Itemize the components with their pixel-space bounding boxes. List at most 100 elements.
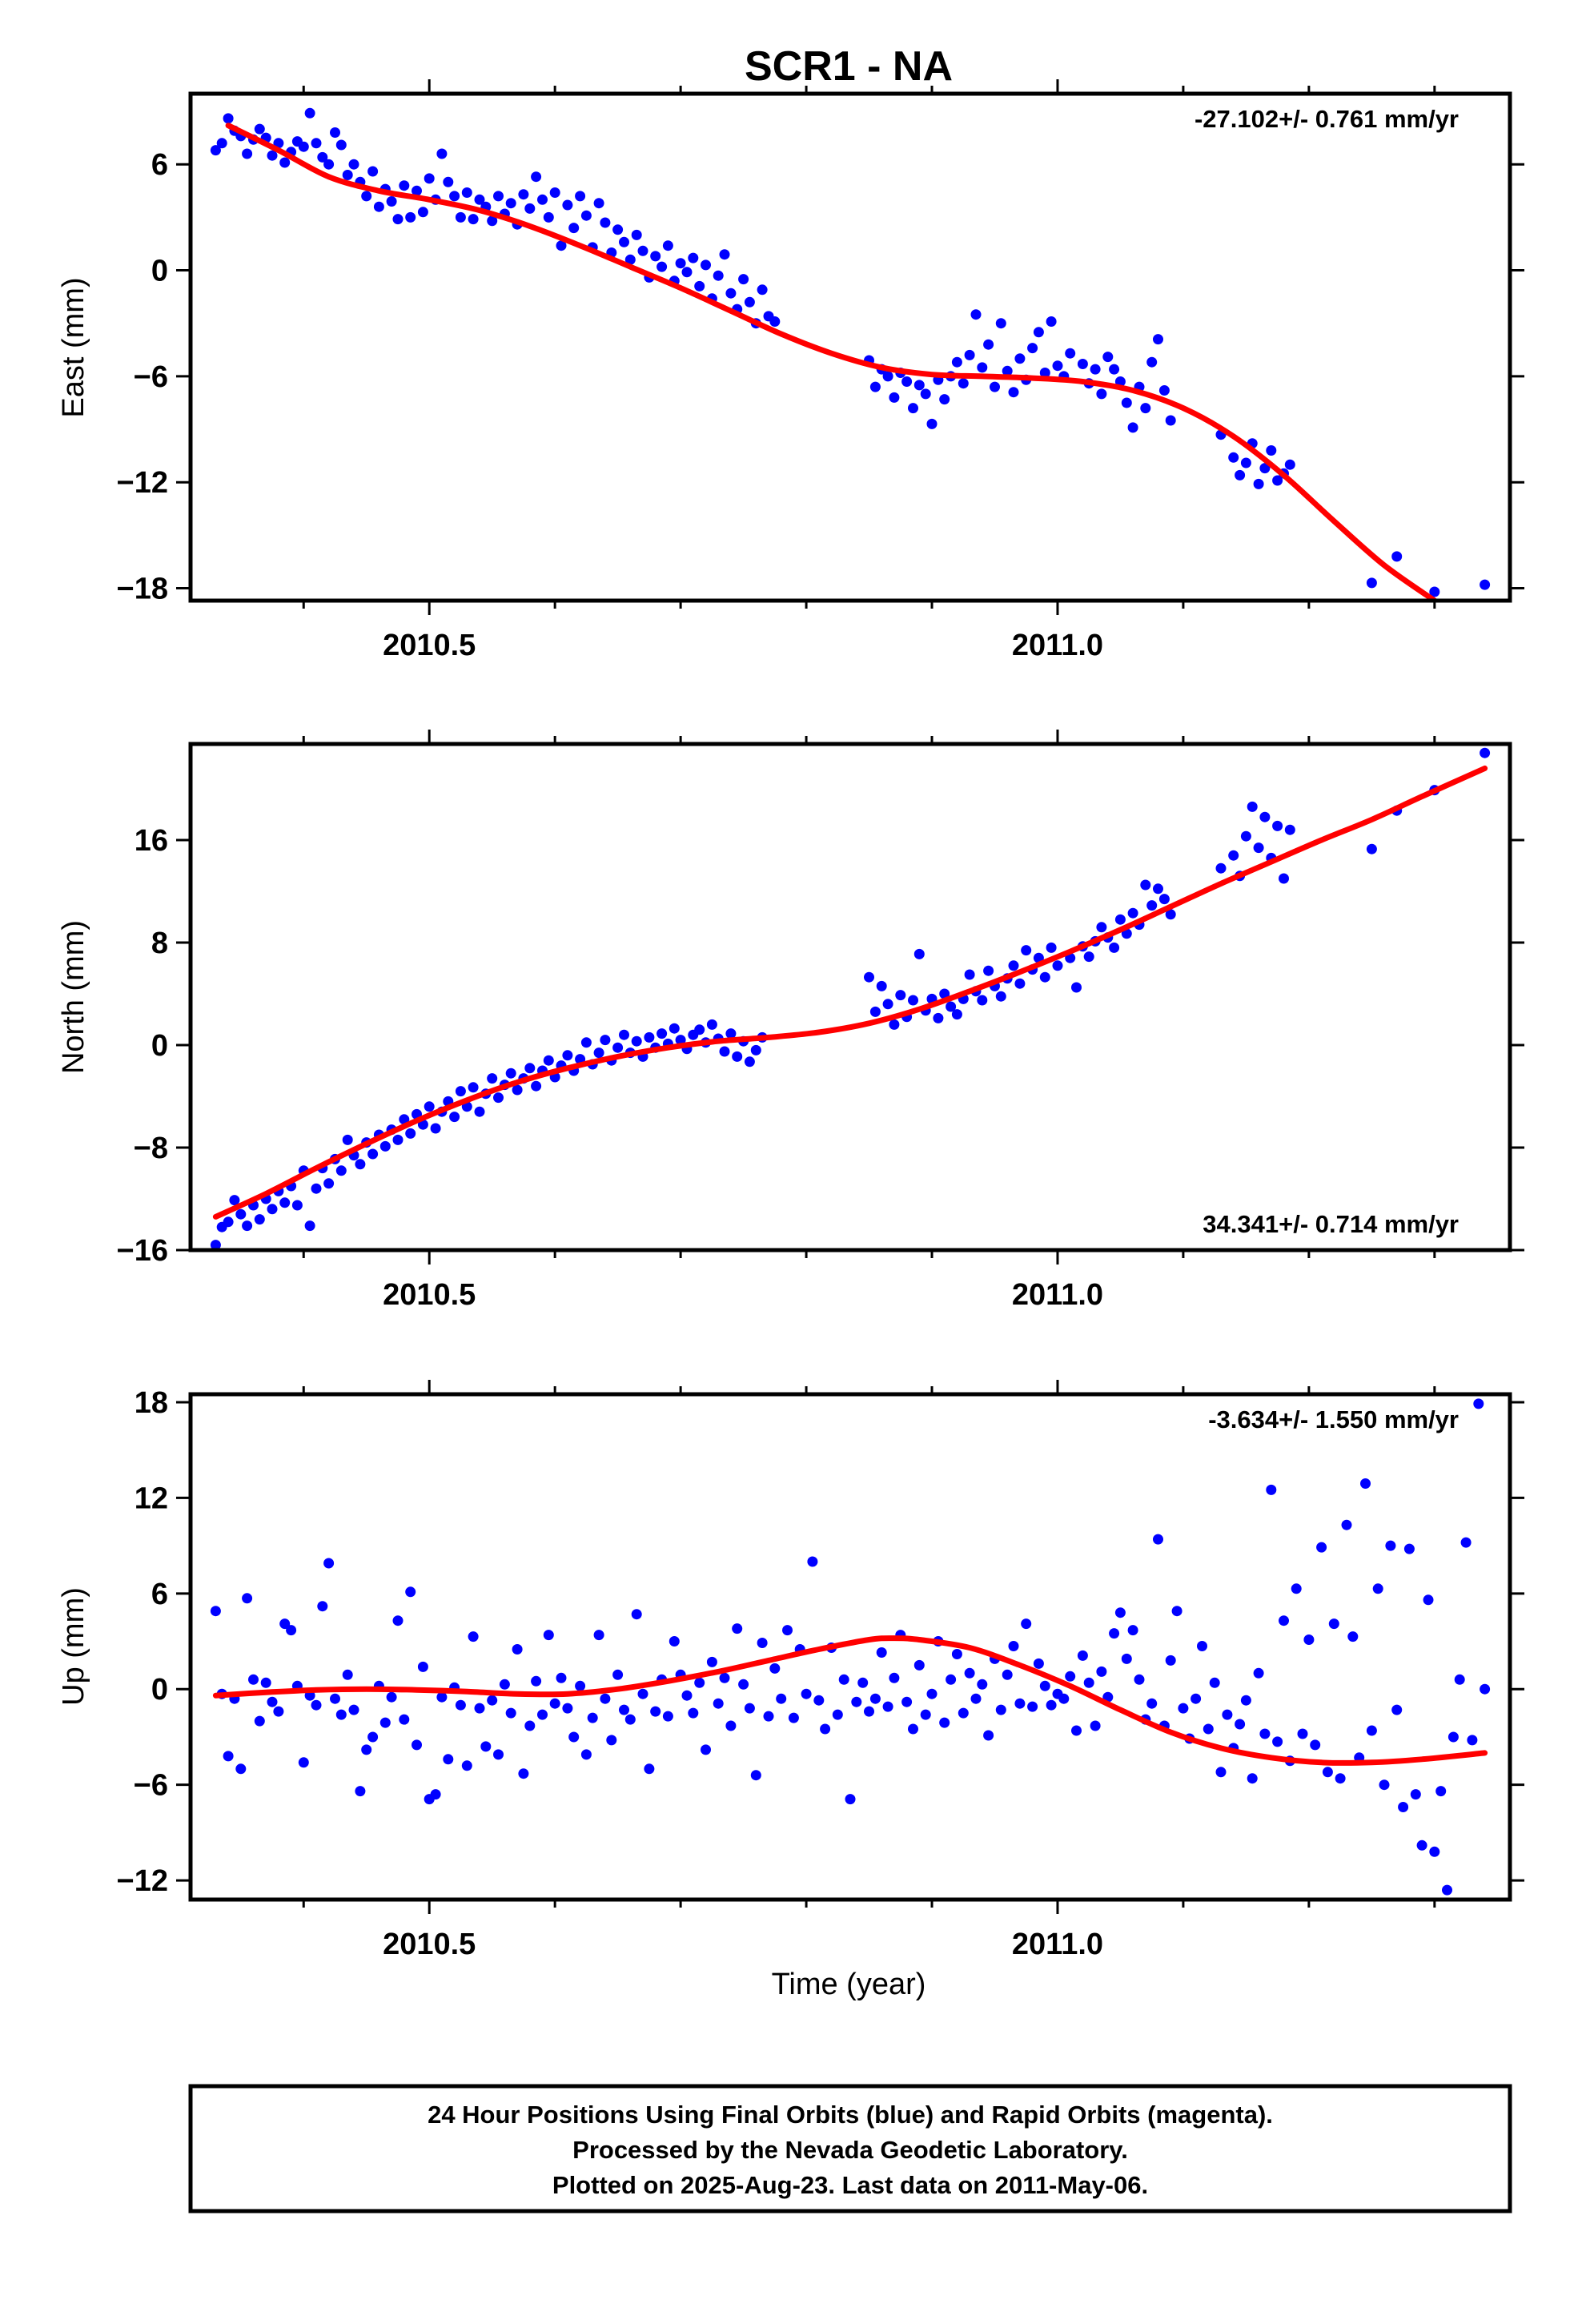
north-data-point xyxy=(455,1086,466,1097)
east-data-point xyxy=(1253,478,1264,489)
up-data-point xyxy=(1058,1693,1070,1704)
east-data-point xyxy=(317,151,328,163)
east-data-point xyxy=(580,210,592,221)
up-data-point xyxy=(1447,1731,1459,1743)
up-data-point xyxy=(348,1704,359,1715)
north-data-point xyxy=(543,1055,554,1066)
up-data-point xyxy=(694,1677,705,1688)
up-data-point xyxy=(461,1760,472,1771)
north-data-point xyxy=(1165,909,1176,920)
up-data-point xyxy=(260,1677,271,1688)
north-data-point xyxy=(512,1084,523,1096)
north-data-point xyxy=(1228,850,1239,861)
east-data-point xyxy=(298,141,309,152)
east-data-point xyxy=(951,356,962,368)
up-data-point xyxy=(951,1649,962,1659)
east-data-point xyxy=(713,270,724,281)
up-data-point xyxy=(1002,1669,1013,1680)
up-data-point xyxy=(580,1749,592,1760)
up-data-point xyxy=(392,1615,404,1626)
east-data-point xyxy=(701,259,711,271)
north-data-point xyxy=(656,1028,668,1039)
east-data-point xyxy=(443,176,454,187)
up-data-point xyxy=(1253,1667,1264,1679)
up-data-point xyxy=(688,1707,699,1719)
north-data-point xyxy=(430,1123,441,1134)
up-data-point xyxy=(876,1647,887,1658)
up-data-point xyxy=(405,1586,416,1598)
up-data-point xyxy=(1240,1695,1251,1706)
up-data-point xyxy=(430,1789,441,1800)
east-data-point xyxy=(412,185,422,196)
up-data-point xyxy=(857,1677,869,1688)
north-data-point xyxy=(1240,830,1251,842)
east-data-point xyxy=(1127,422,1138,433)
east-data-point xyxy=(920,388,931,400)
up-data-point xyxy=(367,1731,379,1743)
up-data-point xyxy=(1279,1615,1289,1626)
north-data-point xyxy=(939,988,950,999)
east-data-point xyxy=(361,191,372,202)
east-data-point xyxy=(518,189,529,200)
up-data-point xyxy=(1347,1631,1359,1642)
up-data-point xyxy=(468,1631,479,1642)
north-data-point xyxy=(995,991,1006,1002)
up-data-point xyxy=(1039,1680,1050,1691)
east-data-point xyxy=(392,214,404,225)
up-data-point xyxy=(958,1707,969,1719)
up-data-point xyxy=(512,1644,523,1655)
east-data-point xyxy=(1121,397,1132,408)
up-data-point xyxy=(644,1763,655,1775)
up-data-point xyxy=(1171,1606,1182,1617)
up-data-point xyxy=(1008,1641,1019,1651)
up-data-point xyxy=(1121,1653,1132,1664)
east-data-point xyxy=(656,261,668,272)
up-data-point xyxy=(637,1688,648,1699)
up-data-point xyxy=(1222,1709,1233,1720)
up-data-point xyxy=(248,1674,259,1685)
up-data-point xyxy=(1467,1735,1478,1746)
north-data-point xyxy=(706,1019,717,1030)
up-data-point xyxy=(1385,1540,1396,1551)
north-data-point xyxy=(1215,862,1227,874)
up-data-point xyxy=(776,1693,787,1704)
north-data-point xyxy=(524,1063,536,1074)
up-data-point xyxy=(455,1699,466,1711)
east-plot-frame xyxy=(188,91,1512,603)
up-plot-frame xyxy=(188,1392,1512,1902)
north-data-point xyxy=(493,1092,504,1104)
north-data-point xyxy=(869,1006,881,1017)
east-data-point xyxy=(719,249,730,260)
north-data-point xyxy=(864,971,874,983)
east-data-point xyxy=(556,240,567,251)
up-data-point xyxy=(619,1704,629,1715)
east-data-point xyxy=(330,127,340,138)
up-data-point xyxy=(1423,1594,1434,1606)
north-data-point xyxy=(1114,914,1126,925)
up-data-point xyxy=(330,1693,340,1704)
north-data-point xyxy=(669,1023,680,1034)
north-data-point xyxy=(946,1001,957,1012)
footer-line-2: Processed by the Nevada Geodetic Laborat… xyxy=(572,2136,1128,2164)
east-data-point xyxy=(468,214,479,225)
up-y-tick-label: 12 xyxy=(135,1482,168,1515)
east-data-point xyxy=(1228,452,1239,463)
north-data-point xyxy=(487,1073,498,1084)
up-data-point xyxy=(1454,1674,1465,1685)
north-data-point xyxy=(242,1220,253,1232)
up-data-point xyxy=(1247,1773,1258,1784)
up-data-point xyxy=(706,1656,717,1667)
up-plot-area xyxy=(210,1398,1491,1896)
up-data-point xyxy=(1090,1720,1101,1731)
north-data-point xyxy=(1052,960,1063,971)
up-data-point xyxy=(1341,1519,1352,1530)
up-data-point xyxy=(1215,1767,1227,1778)
east-data-point xyxy=(531,171,542,183)
north-data-point xyxy=(619,1029,629,1040)
up-data-point xyxy=(562,1703,573,1714)
up-data-point xyxy=(443,1754,454,1765)
north-data-point xyxy=(399,1114,410,1125)
up-data-point xyxy=(864,1706,874,1717)
east-data-point xyxy=(304,107,315,119)
north-data-point xyxy=(468,1082,479,1093)
